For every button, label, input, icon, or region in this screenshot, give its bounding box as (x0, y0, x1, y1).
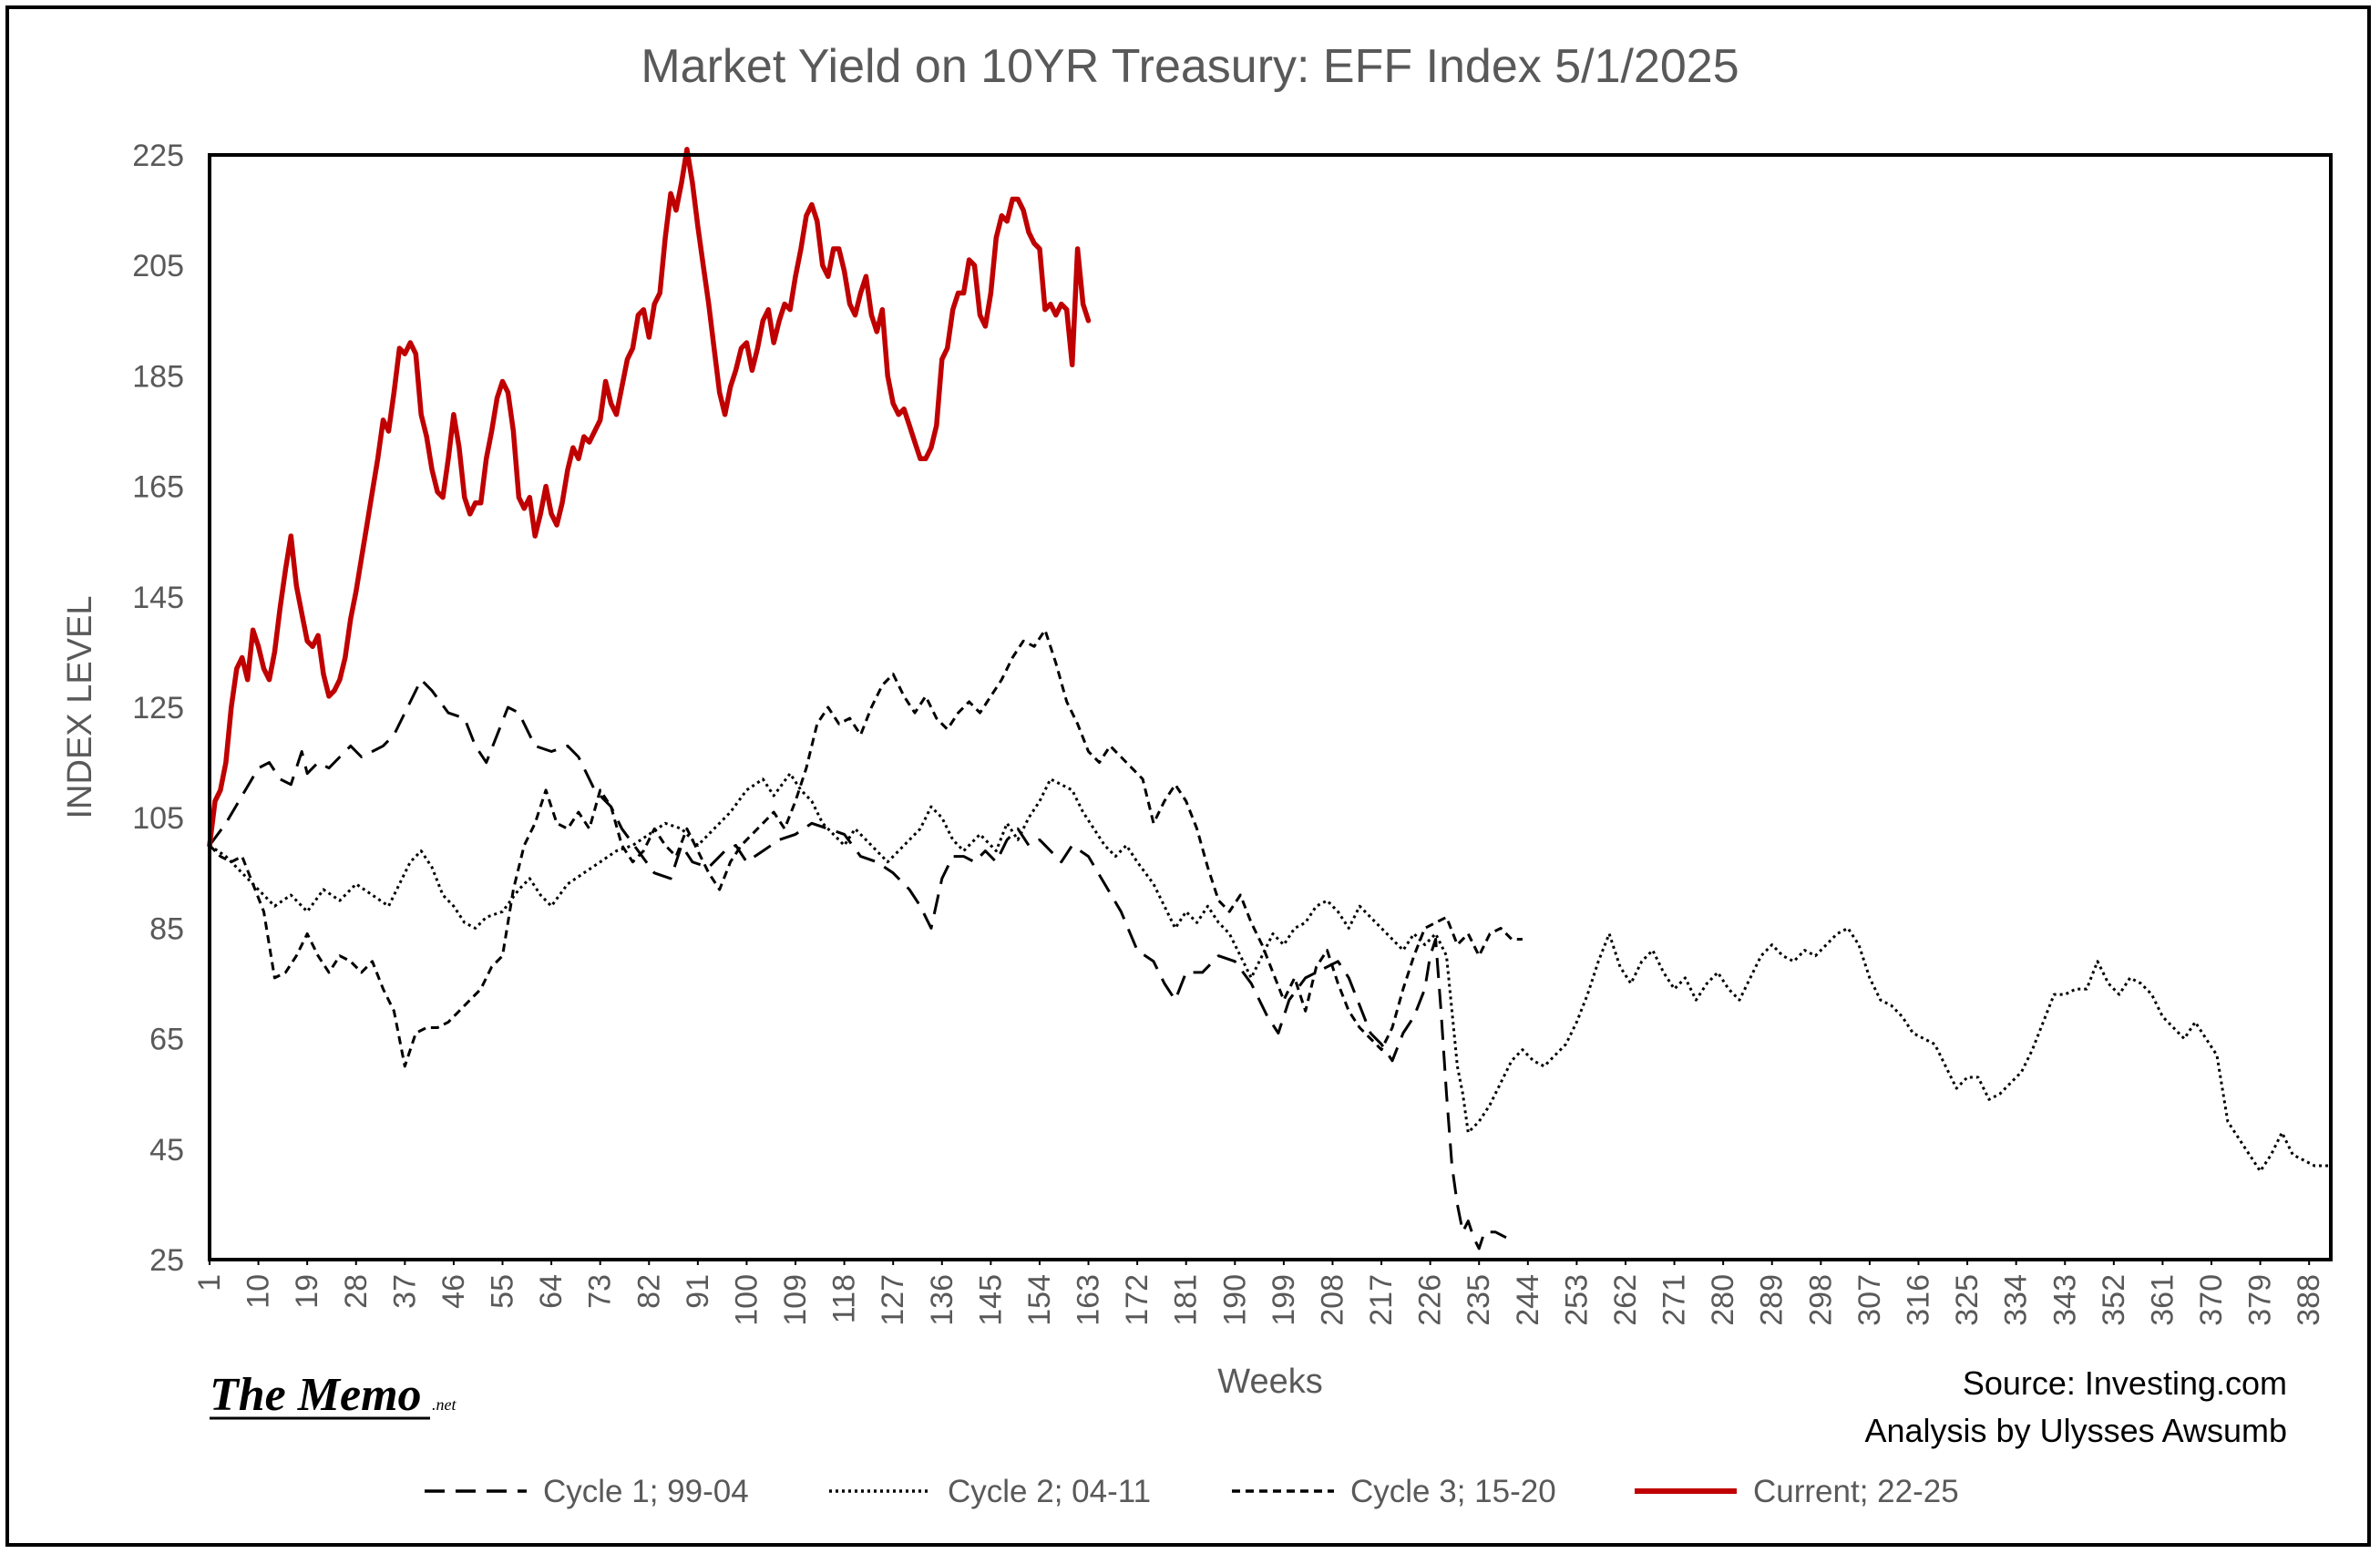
x-tick-label: 271 (1657, 1274, 1692, 1326)
x-tick-label: 262 (1608, 1274, 1643, 1326)
y-tick-label: 205 (132, 249, 184, 283)
legend-label-3: Cycle 3; 15-20 (1350, 1474, 1556, 1509)
y-tick-label: 25 (149, 1243, 184, 1278)
x-tick-label: 46 (436, 1274, 471, 1309)
x-tick-label: 181 (1169, 1274, 1204, 1326)
source-credit: Source: Investing.com (1963, 1364, 2287, 1402)
brand-logo: The Memo .net (210, 1369, 457, 1421)
legend-label-4: Current; 22-25 (1753, 1474, 1959, 1509)
x-tick-label: 379 (2243, 1274, 2278, 1326)
x-tick-label: 244 (1511, 1274, 1545, 1326)
chart-legend: Cycle 1; 99-04 Cycle 2; 04-11 Cycle 3; 15-… (425, 1474, 1959, 1509)
x-tick-label: 172 (1120, 1274, 1154, 1326)
x-tick-label: 388 (2292, 1274, 2326, 1326)
x-tick-label: 316 (1901, 1274, 1935, 1326)
x-tick-label: 334 (1999, 1274, 2034, 1326)
y-tick-label: 45 (149, 1133, 184, 1168)
chart-frame (5, 5, 2371, 1547)
x-tick-label: 289 (1755, 1274, 1790, 1326)
y-tick-label: 185 (132, 359, 184, 394)
series-lines (207, 147, 2331, 1250)
series-line-4 (207, 147, 1092, 849)
series-line-3 (208, 628, 1523, 1068)
x-tick-label: 253 (1559, 1274, 1594, 1326)
analysis-credit: Analysis by Ulysses Awsumb (1865, 1412, 2288, 1449)
chart-title: Market Yield on 10YR Treasury: EFF Index… (641, 40, 1739, 93)
x-tick-label: 136 (925, 1274, 959, 1326)
x-tick-label: 199 (1267, 1274, 1301, 1326)
y-tick-label: 65 (149, 1023, 184, 1057)
x-tick-label: 352 (2097, 1274, 2131, 1326)
x-tick-label: 127 (876, 1274, 910, 1326)
x-tick-label: 235 (1462, 1274, 1496, 1326)
y-tick-label: 125 (132, 691, 184, 726)
x-tick-label: 226 (1413, 1274, 1448, 1326)
x-tick-label: 118 (827, 1274, 862, 1323)
x-tick-label: 343 (2047, 1274, 2082, 1326)
legend-label-2: Cycle 2; 04-11 (948, 1474, 1151, 1509)
x-tick-label: 298 (1803, 1274, 1838, 1326)
logo-text: The Memo (210, 1369, 422, 1421)
x-tick-label: 163 (1072, 1274, 1106, 1326)
x-tick-label: 361 (2145, 1274, 2180, 1326)
y-axis-label: INDEX LEVEL (61, 596, 99, 819)
x-tick-label: 37 (387, 1274, 422, 1309)
x-tick-label: 145 (973, 1274, 1008, 1326)
x-tick-label: 28 (339, 1274, 374, 1309)
x-tick-label: 307 (1852, 1274, 1887, 1326)
x-tick-label: 325 (1950, 1274, 1985, 1326)
y-tick-label: 105 (132, 801, 184, 836)
x-tick-label: 82 (631, 1274, 666, 1309)
x-tick-label: 154 (1022, 1274, 1057, 1326)
y-axis-ticks: 25 45 65 85 105 125 145 165 185 205 225 (132, 139, 184, 1278)
y-tick-label: 165 (132, 470, 184, 505)
x-tick-label: 1 (192, 1274, 227, 1292)
x-tick-label: 280 (1706, 1274, 1740, 1326)
x-tick-label: 10 (241, 1274, 276, 1309)
x-tick-label: 370 (2194, 1274, 2229, 1326)
x-tick-label: 91 (681, 1274, 715, 1309)
x-tick-label: 190 (1217, 1274, 1252, 1326)
logo-suffix: .net (432, 1395, 457, 1414)
legend-label-1: Cycle 1; 99-04 (543, 1474, 749, 1509)
series-line-2 (209, 772, 2331, 1173)
x-tick-label: 19 (290, 1274, 324, 1309)
x-tick-label: 64 (534, 1274, 569, 1309)
x-tick-label: 217 (1364, 1274, 1399, 1326)
series-line-1 (208, 678, 1507, 1250)
x-tick-label: 208 (1315, 1274, 1349, 1326)
plot-area-border (208, 153, 2333, 1261)
x-tick-label: 109 (778, 1274, 813, 1326)
y-tick-label: 85 (149, 911, 184, 946)
x-axis-ticks: 1 10 19 28 37 46 55 64 73 82 91 100 109 118 127 136 145 1… (192, 1260, 2326, 1326)
y-tick-label: 225 (132, 139, 184, 173)
x-tick-label: 73 (583, 1274, 618, 1309)
y-tick-label: 145 (132, 581, 184, 615)
x-axis-label: Weeks (1217, 1363, 1322, 1401)
x-tick-label: 55 (486, 1274, 520, 1309)
x-tick-label: 100 (729, 1274, 764, 1326)
